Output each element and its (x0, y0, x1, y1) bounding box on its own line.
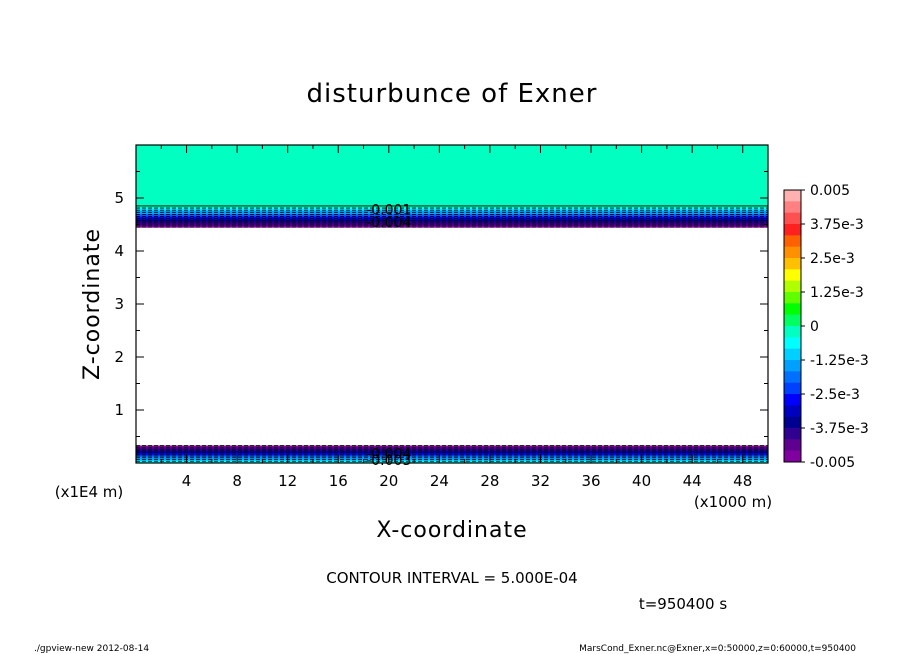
y-tick-label: 4 (114, 242, 124, 260)
colorbar-segment (784, 212, 801, 225)
x-tick-label: 32 (531, 472, 550, 490)
colorbar-segment (784, 258, 801, 270)
colorbar-tick-label: -3.75e-3 (810, 421, 869, 437)
x-tick-label: 36 (581, 472, 600, 490)
x-tick-label: 40 (632, 472, 651, 490)
colorbar-tick-label: -2.5e-3 (810, 387, 860, 403)
contour-label: -0.001 (366, 203, 411, 219)
contour-interval-note: CONTOUR INTERVAL = 5.000E-04 (326, 569, 577, 587)
colorbar-segment (784, 428, 801, 440)
colorbar-segment (784, 269, 801, 281)
colorbar-segment (784, 224, 801, 236)
field-band-1-0 (136, 225, 768, 228)
contour-label: -0.004 (366, 446, 411, 462)
colorbar-segment (784, 439, 801, 451)
x-tick-label: 4 (182, 472, 192, 490)
colorbar-ticks: 0.005 3.75e-3 2.5e-3 1.25e-3 0 -1.25e-3 -2.5e-… (801, 183, 869, 471)
x-axis-ticks: 4 8 12 16 20 24 28 32 36 40 44 48 (160, 145, 752, 490)
colorbar-segment (784, 314, 801, 327)
y-unit-label: (x1E4 m) (55, 483, 124, 501)
colorbar-tick-label: 0.005 (810, 183, 850, 199)
field-band-2-13 (136, 445, 768, 448)
field-band-1-12 (136, 207, 768, 210)
colorbar-segment (784, 303, 801, 315)
y-tick-label: 5 (114, 189, 124, 207)
x-tick-label: 44 (683, 472, 702, 490)
field-band-1-3 (136, 221, 768, 224)
field-band-1-2 (136, 222, 768, 225)
colorbar-tick-label: 0 (810, 319, 819, 335)
y-axis-label: Z-coordinate (80, 228, 105, 380)
field-band-2-9 (136, 450, 768, 453)
colorbar-segment (784, 394, 801, 406)
contour-label: -0.004 (366, 215, 411, 231)
x-tick-label: 12 (278, 472, 297, 490)
x-unit-label: (x1000 m) (694, 493, 772, 511)
colorbar-segment (784, 450, 801, 463)
colorbar-segment (784, 371, 801, 383)
x-tick-label: 28 (480, 472, 499, 490)
colorbar-tick-label: 1.25e-3 (810, 285, 864, 301)
contour-labels: -0.001-0.004-0.004-0.003 (366, 203, 411, 469)
field-band-2-3 (136, 458, 768, 460)
field-band-2-10 (136, 449, 768, 452)
colorbar-segment (784, 360, 801, 372)
colorbar-segment (784, 201, 801, 213)
x-tick-label: 20 (379, 472, 398, 490)
colorbar-tick-label: -0.005 (810, 455, 855, 471)
x-axis-label: X-coordinate (376, 518, 527, 543)
contour-lines (136, 205, 768, 464)
x-tick-label: 24 (430, 472, 449, 490)
field-band-2-6 (136, 454, 768, 457)
colorbar-segment (784, 190, 801, 202)
field-band-1-7 (136, 215, 768, 218)
y-tick-label: 1 (114, 401, 124, 419)
colorbar-segment (784, 416, 801, 429)
x-tick-label: 16 (329, 472, 348, 490)
colorbar-segment (784, 337, 801, 349)
footer-right: MarsCond_Exner.nc@Exner,x=0:50000,z=0:60… (579, 644, 856, 654)
field-band-1-10 (136, 210, 768, 213)
x-tick-label: 48 (733, 472, 752, 490)
colorbar-segment (784, 405, 801, 417)
footer-left: ./gpview-new 2012-08-14 (34, 644, 149, 654)
field-band-1-13 (136, 205, 768, 208)
colorbar-segment (784, 292, 801, 304)
colorbar (783, 189, 802, 463)
colorbar-segment (784, 280, 801, 293)
x-tick-label: 8 (232, 472, 242, 490)
y-tick-label: 3 (114, 295, 124, 313)
colorbar-tick-label: 3.75e-3 (810, 217, 864, 233)
chart-title: disturbunce of Exner (307, 79, 598, 109)
time-label: t=950400 s (639, 595, 727, 613)
colorbar-segment (784, 348, 801, 361)
colorbar-segment (784, 382, 801, 395)
field-band-1-9 (136, 212, 768, 215)
field-band-1-5 (136, 218, 768, 221)
plot-field (136, 145, 768, 464)
colorbar-segment (784, 326, 801, 338)
field-band-1-6 (136, 216, 768, 219)
colorbar-tick-label: 2.5e-3 (810, 251, 855, 267)
field-band-2-2 (136, 459, 768, 462)
field-band-0 (136, 145, 768, 206)
colorbar-segment (784, 246, 801, 259)
y-axis-ticks: 1 2 3 4 5 (114, 171, 768, 437)
y-tick-label: 2 (114, 348, 124, 366)
colorbar-segment (784, 235, 801, 247)
colorbar-tick-label: -1.25e-3 (810, 353, 869, 369)
